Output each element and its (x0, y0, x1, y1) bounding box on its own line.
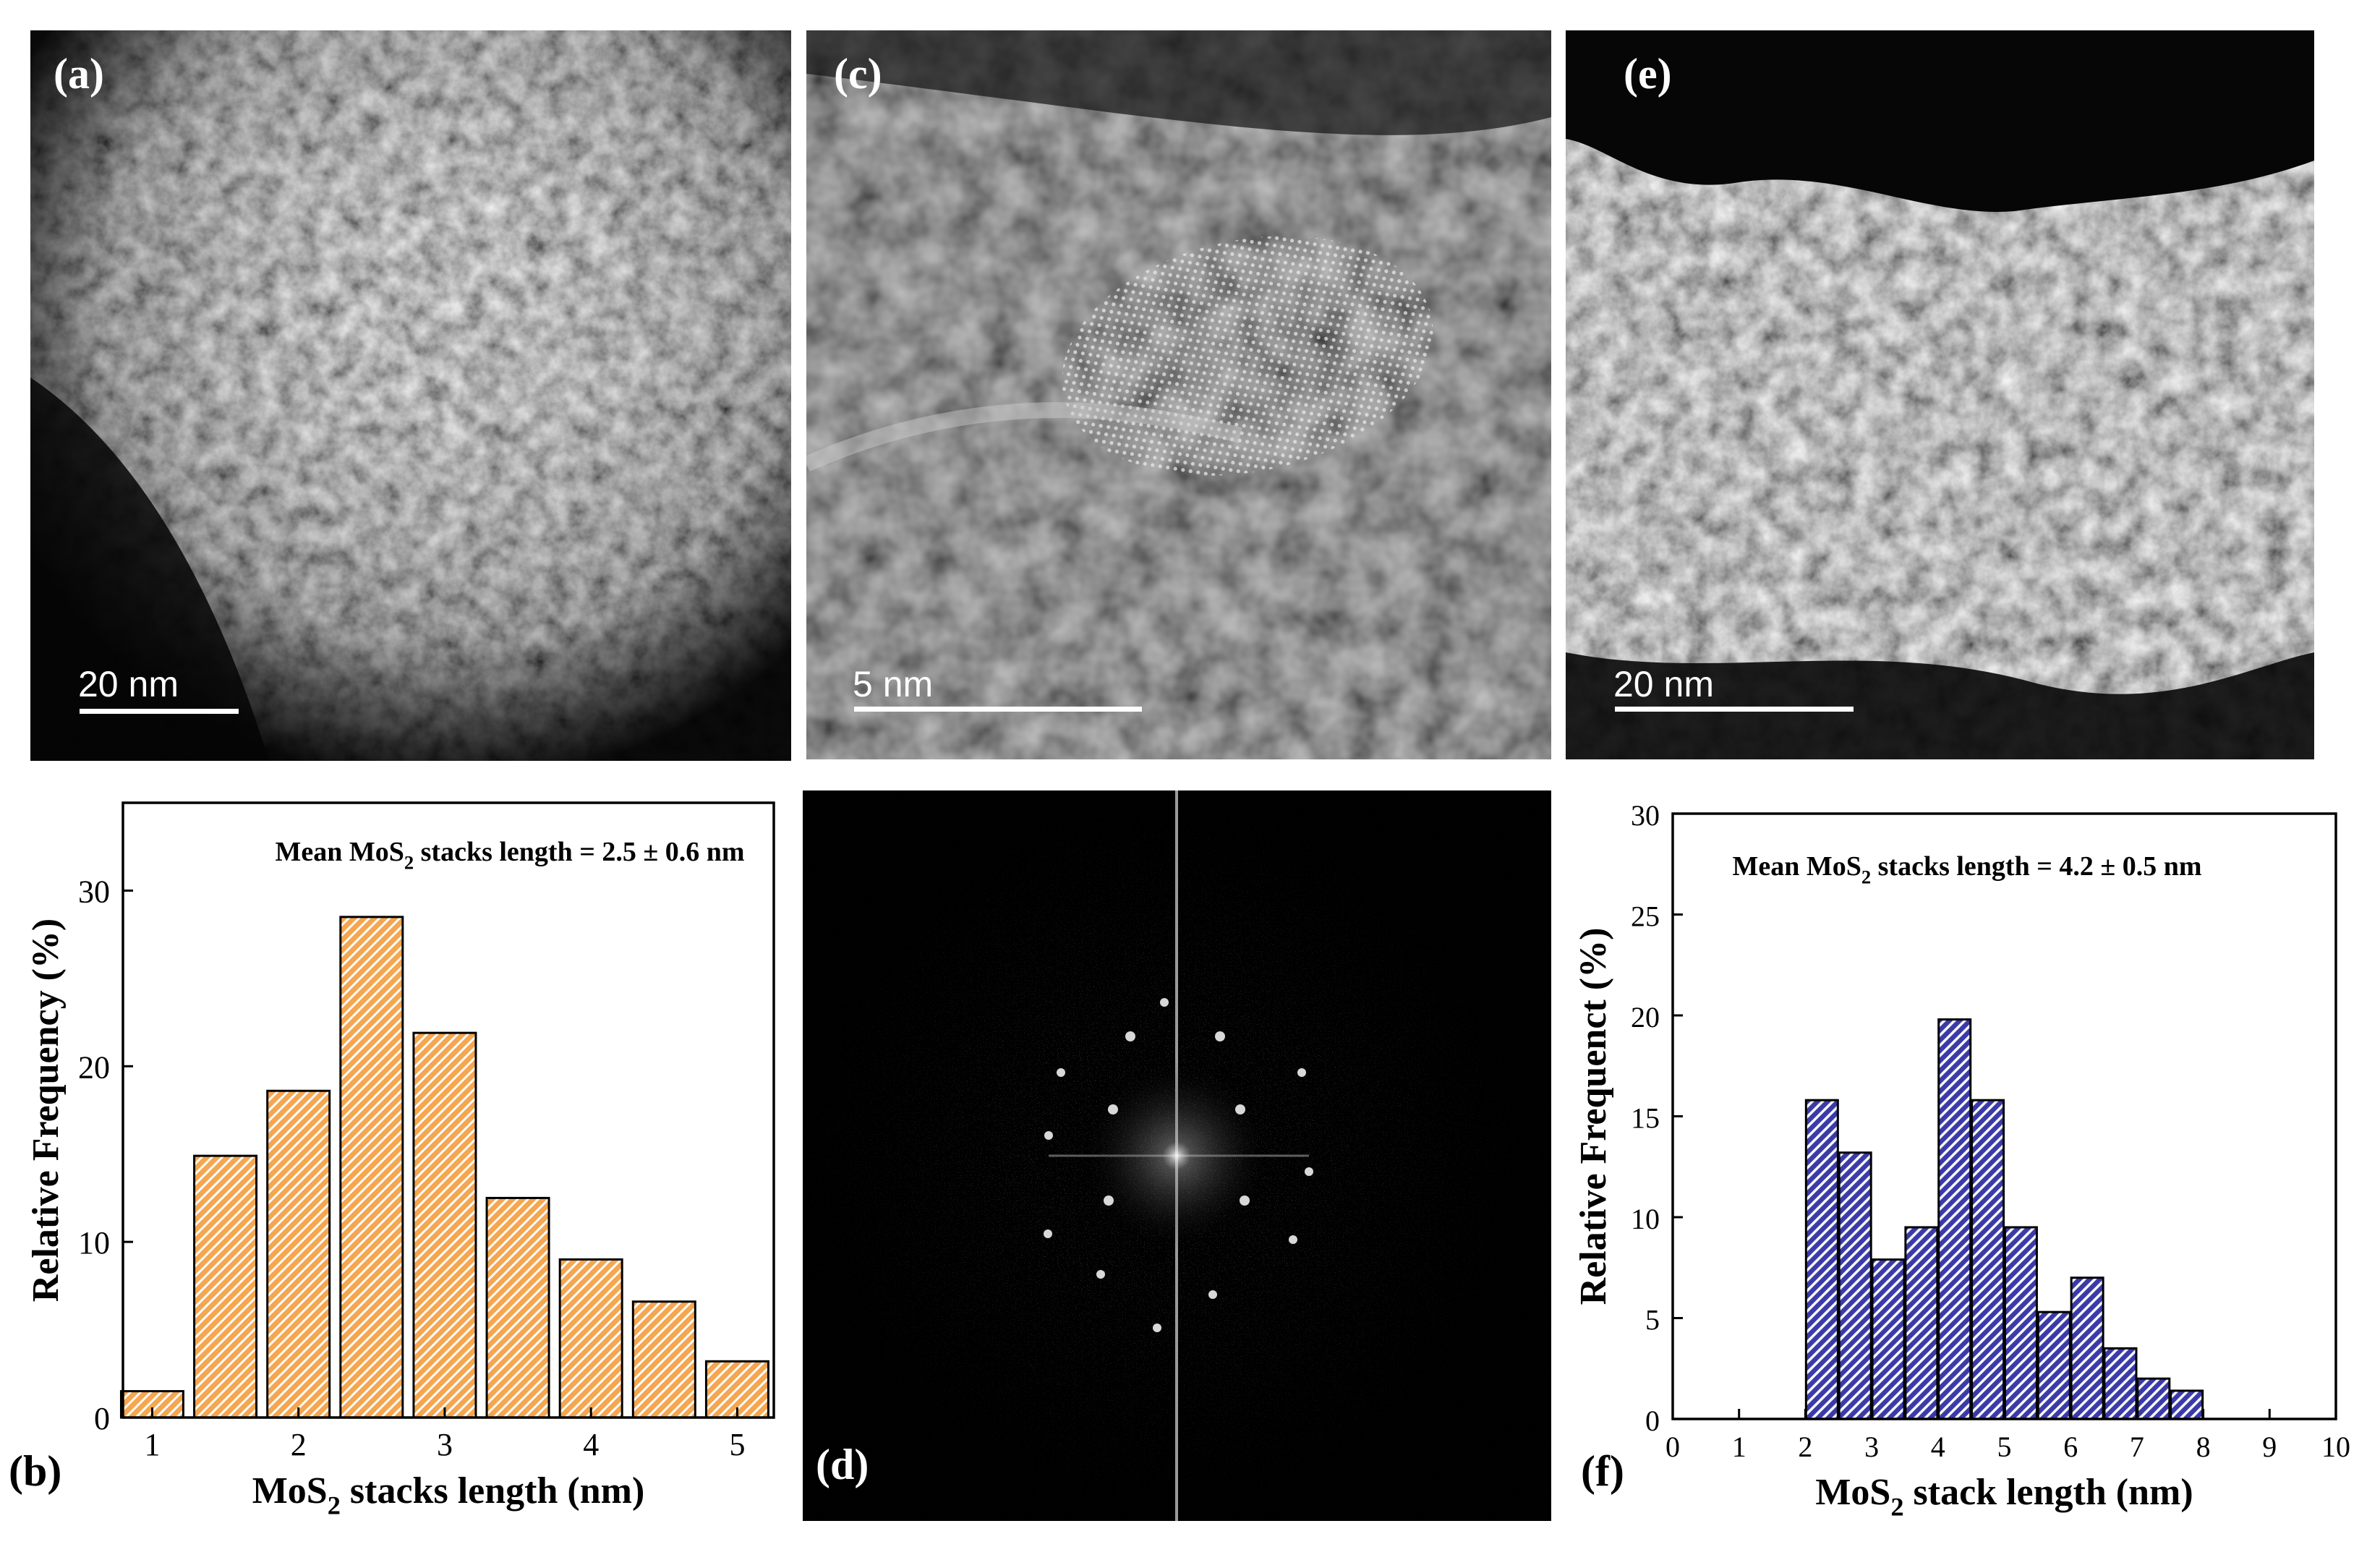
bar (2070, 1276, 2104, 1420)
tem-image-e: (e) 20 nm (1566, 30, 2314, 759)
bar (412, 1031, 477, 1419)
bar (1838, 1151, 1872, 1420)
bar (193, 1154, 258, 1419)
bar (1904, 1226, 1939, 1420)
x-tick-label: 2 (291, 1427, 307, 1462)
mean-annotation-prefix: Mean MoS (275, 837, 404, 867)
scalebar-label-e: 20 nm (1613, 664, 1714, 704)
y-tick-label: 25 (1631, 900, 1660, 933)
scalebar-label-a: 20 nm (78, 664, 179, 704)
panel-label-f: (f) (1581, 1447, 1624, 1495)
y-tick-label: 20 (1631, 1001, 1660, 1033)
panel-label-d: (d) (816, 1441, 869, 1488)
y-tick-label: 15 (1631, 1102, 1660, 1135)
panel-label-b: (b) (9, 1447, 62, 1495)
x-tick-label: 6 (2063, 1431, 2078, 1463)
x-tick-label: 5 (729, 1427, 745, 1462)
mean-annotation: Mean MoS2 stacks length = 4.2 ± 0.5 nm (1732, 851, 2201, 887)
y-tick-label: 10 (1631, 1203, 1660, 1235)
y-axis-label: Relative Frequenct (%) (1573, 928, 1614, 1305)
bar (266, 1089, 331, 1419)
bar (631, 1300, 696, 1419)
x-tick-label: 10 (2321, 1431, 2350, 1463)
bar (1804, 1099, 1839, 1420)
mean-annotation: Mean MoS2 stacks length = 2.5 ± 0.6 nm (275, 837, 744, 873)
tem-texture-c (806, 30, 1551, 759)
scalebar-a (80, 709, 239, 714)
mean-annotation-sub: 2 (404, 851, 414, 873)
histogram-f: 0 1 2 3 4 5 6 7 8 9 10 0 5 10 15 20 25 30 Mean MoS2 stacks… (1555, 781, 2380, 1560)
panel-label-e: (e) (1624, 50, 1672, 98)
panel-label-c: (c) (834, 50, 882, 98)
tem-image-c: (c) 5 nm (806, 30, 1551, 759)
x-tick-label: 5 (1997, 1431, 2012, 1463)
bar (2036, 1310, 2071, 1420)
mean-annotation-suffix: stacks length = 2.5 ± 0.6 nm (414, 837, 744, 867)
x-axis-label-suffix: stack length (nm) (1904, 1472, 2193, 1513)
x-tick-label: 1 (1732, 1431, 1746, 1463)
bar (2136, 1377, 2171, 1420)
x-tick-label: 1 (144, 1427, 160, 1462)
bar (1937, 1018, 1972, 1420)
y-tick-label: 0 (1645, 1405, 1660, 1437)
panel-label-a: (a) (54, 50, 104, 98)
bar (1871, 1258, 1906, 1420)
x-axis-label-prefix: MoS (1815, 1472, 1890, 1513)
bar (2170, 1389, 2204, 1420)
bar (339, 916, 404, 1419)
scalebar-e (1615, 707, 1854, 712)
y-tick-label: 30 (1631, 799, 1660, 832)
x-tick-label: 3 (1864, 1431, 1879, 1463)
bar (1971, 1099, 2005, 1420)
y-tick-label: 0 (94, 1401, 110, 1436)
y-tick-label: 20 (78, 1049, 110, 1085)
x-tick-label: 2 (1798, 1431, 1812, 1463)
fft-pattern (803, 790, 1551, 1521)
mean-annotation-prefix: Mean MoS (1732, 851, 1861, 882)
x-tick-label: 0 (1665, 1431, 1680, 1463)
x-axis-label-sub: 2 (1890, 1493, 1903, 1522)
x-axis-label-prefix: MoS (252, 1470, 328, 1512)
y-tick-label: 5 (1645, 1304, 1660, 1337)
bar (2103, 1347, 2138, 1420)
tem-texture-a (30, 30, 791, 761)
mean-annotation-suffix: stacks length = 4.2 ± 0.5 nm (1871, 851, 2201, 882)
y-axis-label: Relative Frequency (%) (25, 918, 67, 1302)
bar (485, 1196, 550, 1419)
bar (558, 1258, 623, 1419)
x-axis-label-sub: 2 (328, 1491, 341, 1520)
scalebar-label-c: 5 nm (853, 664, 934, 704)
x-tick-label: 7 (2130, 1431, 2144, 1463)
bar (2003, 1226, 2038, 1420)
tem-texture-e (1566, 30, 2314, 759)
x-tick-label: 3 (437, 1427, 453, 1462)
x-axis-label: MoS2 stack length (nm) (1815, 1472, 2193, 1522)
x-tick-label: 9 (2262, 1431, 2277, 1463)
scalebar-c (854, 707, 1142, 712)
x-tick-label: 4 (1931, 1431, 1945, 1463)
mean-annotation-sub: 2 (1861, 866, 1871, 887)
x-axis-label: MoS2 stacks length (nm) (252, 1470, 645, 1520)
x-tick-label: 4 (583, 1427, 599, 1462)
tem-image-a: (a) 20 nm (30, 30, 791, 761)
histogram-b: 1 2 3 4 5 0 10 20 30 Mean MoS2 stacks length = 2.… (0, 781, 796, 1560)
y-tick-label: 30 (78, 874, 110, 909)
x-axis-label-suffix: stacks length (nm) (341, 1470, 644, 1512)
y-tick-label: 10 (78, 1225, 110, 1261)
fft-image-d: (d) (803, 790, 1551, 1521)
axes-frame (121, 801, 775, 1419)
x-tick-label: 8 (2196, 1431, 2211, 1463)
